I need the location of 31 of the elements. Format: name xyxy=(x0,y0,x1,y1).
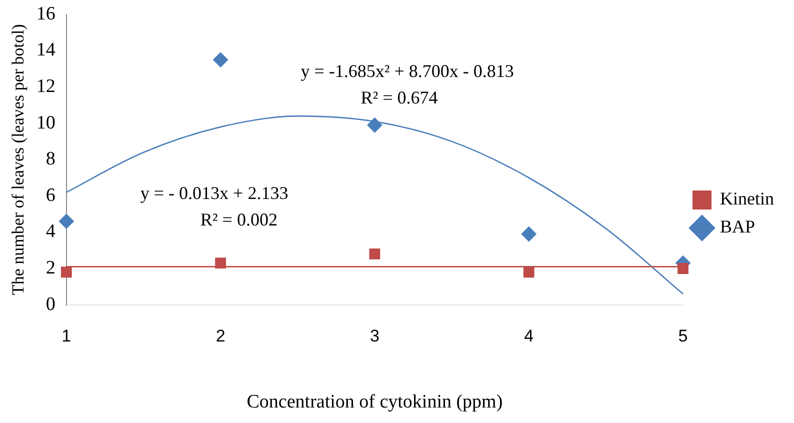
legend-label: Kinetin xyxy=(720,188,774,209)
y-tick-label: 2 xyxy=(46,257,56,278)
x-tick-label: 1 xyxy=(62,326,72,346)
annotation: R² = 0.674 xyxy=(360,87,438,108)
y-axis-title: The number of leaves (leaves per botol) xyxy=(8,24,28,296)
x-axis-title: Concentration of cytokinin (ppm) xyxy=(246,392,503,413)
annotation: R² = 0.002 xyxy=(200,209,278,230)
y-tick-label: 8 xyxy=(46,148,56,170)
x-tick-label: 4 xyxy=(524,326,534,346)
point xyxy=(367,118,382,133)
y-tick-label: 12 xyxy=(36,76,56,97)
point xyxy=(521,226,536,242)
point xyxy=(523,266,534,278)
line-series xyxy=(66,115,684,295)
legend-label: BAP xyxy=(720,216,756,237)
point xyxy=(678,263,688,274)
y-tick-label: 4 xyxy=(46,221,56,242)
y-tick-label: 6 xyxy=(46,184,56,206)
y-tick-label: 16 xyxy=(36,3,56,24)
y-tick-label: 14 xyxy=(36,40,56,61)
point xyxy=(213,52,228,68)
point xyxy=(60,266,72,278)
point xyxy=(58,214,74,229)
x-tick-label: 3 xyxy=(370,326,380,346)
point xyxy=(369,248,380,260)
annotation: y = -1.685x² + 8.700x - 0.813 xyxy=(300,61,514,82)
x-tick-label: 5 xyxy=(678,326,688,346)
x-tick-label: 2 xyxy=(216,326,226,346)
y-tick-label: 0 xyxy=(46,294,56,315)
annotation: y = - 0.013x + 2.133 xyxy=(140,183,288,204)
y-tick-label: 10 xyxy=(36,112,56,134)
